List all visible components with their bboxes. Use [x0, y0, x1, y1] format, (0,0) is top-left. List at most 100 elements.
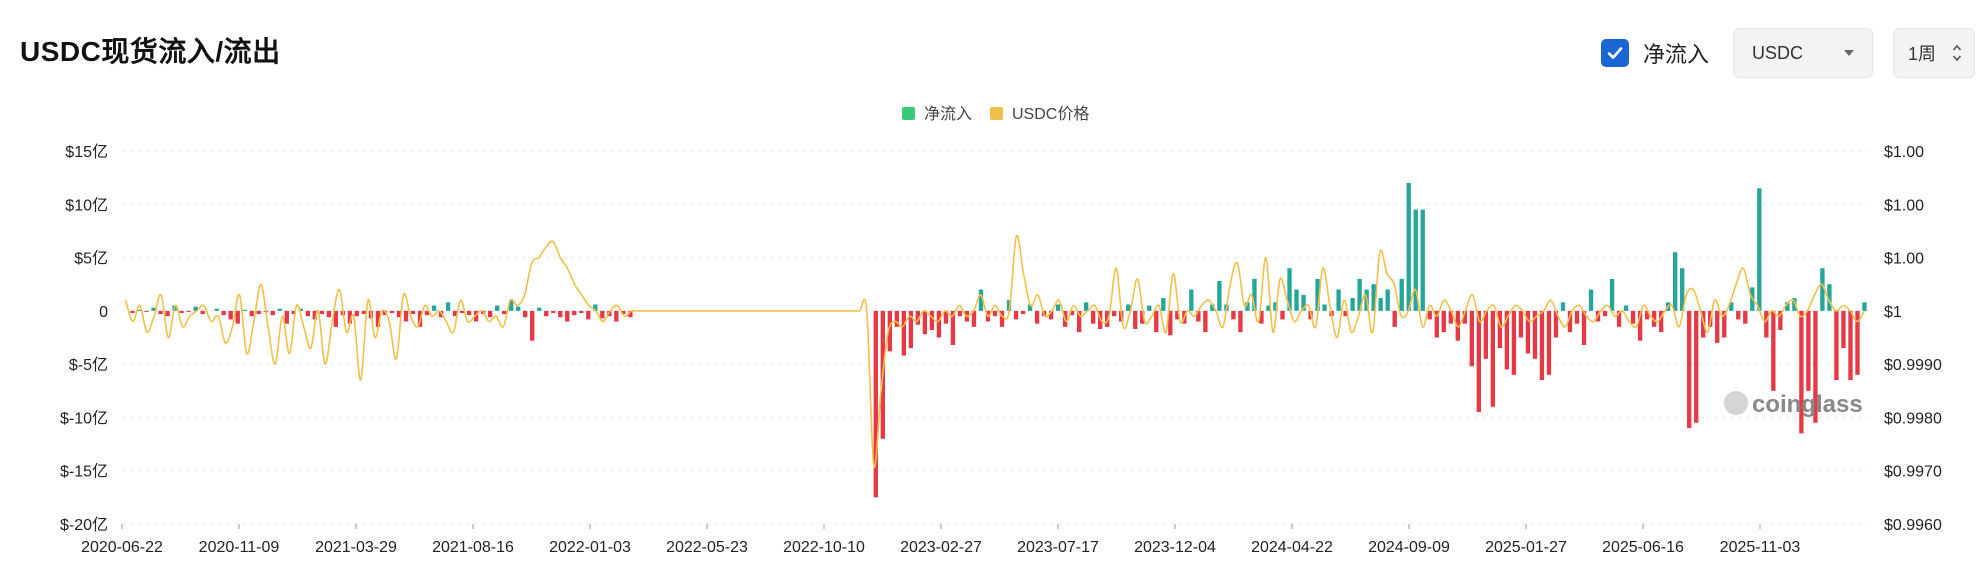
coinglass-logo-icon — [1724, 391, 1748, 415]
x-tick-label: 2024-04-22 — [1251, 539, 1333, 556]
bar — [1743, 310, 1748, 324]
bar — [214, 308, 219, 311]
bar — [1462, 310, 1467, 324]
bar — [1006, 300, 1012, 311]
bar — [593, 304, 598, 311]
legend-swatch-0 — [902, 107, 915, 120]
bar — [887, 310, 892, 352]
bar — [354, 310, 360, 317]
bar — [537, 307, 542, 311]
net-inflow-checkbox[interactable] — [1600, 39, 1629, 67]
bar — [1140, 310, 1145, 324]
bar — [1413, 209, 1418, 311]
bar — [978, 289, 984, 311]
asset-select[interactable]: USDC — [1733, 28, 1873, 78]
bar — [1273, 302, 1278, 311]
bar — [277, 308, 282, 311]
bar — [579, 310, 584, 313]
watermark-text: coinglass — [1752, 391, 1863, 418]
net-inflow-checkbox-label[interactable]: 净流入 — [1642, 42, 1709, 67]
legend-label-0: 净流入 — [924, 105, 972, 123]
y-left-tick-label: 0 — [99, 304, 108, 321]
bar — [1189, 289, 1194, 311]
y-right-tick-label: $0.9980 — [1884, 410, 1942, 427]
bar — [1736, 310, 1741, 320]
bar — [1497, 310, 1503, 349]
bar — [1855, 310, 1860, 375]
bar — [452, 310, 458, 317]
bar — [1448, 310, 1453, 324]
bar — [894, 310, 900, 327]
bar — [1827, 284, 1832, 311]
bar — [1322, 304, 1327, 311]
right-y-axis: $1.00 $1.00 $1.00 $1 $0.9990 $0.9980 $0.9970 $0… — [1884, 144, 1942, 534]
bar — [1350, 298, 1355, 311]
bar — [1210, 304, 1215, 311]
bar — [1806, 310, 1811, 391]
interval-select[interactable]: 1周 — [1893, 28, 1975, 78]
bar — [1687, 310, 1692, 429]
bar — [1287, 268, 1292, 311]
bar — [1420, 209, 1425, 311]
bar — [333, 310, 339, 327]
bar — [1175, 310, 1180, 320]
bar — [530, 310, 535, 341]
bar — [922, 310, 928, 335]
bar — [1069, 310, 1075, 316]
bar — [1048, 310, 1054, 320]
bar — [1715, 310, 1720, 343]
bar — [1266, 305, 1271, 311]
bar — [298, 308, 303, 311]
bar — [1778, 310, 1783, 331]
bar — [1764, 310, 1769, 338]
bar — [305, 310, 310, 317]
y-right-tick-label: $0.9970 — [1884, 464, 1942, 481]
bar — [1820, 268, 1825, 311]
bar — [936, 310, 942, 338]
bar — [1357, 278, 1362, 311]
bar — [873, 310, 878, 498]
up-down-chevron-icon — [1952, 44, 1962, 62]
bar — [319, 310, 325, 315]
bar — [312, 310, 318, 320]
bar — [1252, 278, 1257, 311]
bar — [1651, 310, 1657, 327]
bar — [1133, 310, 1138, 329]
bar — [565, 310, 570, 322]
bar — [1083, 302, 1089, 311]
bar — [1722, 310, 1727, 338]
bar — [1637, 310, 1643, 341]
y-left-tick-label: $10亿 — [65, 196, 108, 214]
bar — [1694, 310, 1699, 423]
x-tick-label: 2022-10-10 — [783, 539, 865, 556]
bar — [586, 310, 591, 320]
bar — [361, 310, 367, 315]
bar — [1525, 310, 1531, 354]
bar — [165, 310, 170, 317]
bar — [158, 310, 163, 315]
bar — [487, 310, 493, 318]
bar — [1511, 310, 1517, 375]
chart-legend: 净流入 USDC价格 — [902, 105, 1089, 123]
bar — [1799, 310, 1804, 434]
bar — [1553, 310, 1559, 338]
bar — [256, 310, 261, 315]
bar — [151, 307, 156, 311]
bar — [1574, 310, 1580, 324]
watermark-logo-shape — [1724, 391, 1748, 415]
bar — [1588, 289, 1594, 311]
bar — [551, 310, 556, 313]
price-line — [124, 234, 1866, 468]
bar — [473, 310, 479, 322]
y-left-tick-label: $5亿 — [74, 250, 108, 268]
bar — [950, 310, 956, 345]
bar — [1532, 310, 1538, 359]
y-right-tick-label: $1.00 — [1884, 197, 1924, 214]
bar — [1441, 310, 1446, 333]
bar — [1245, 302, 1250, 311]
bar — [284, 310, 289, 324]
bar — [1623, 305, 1629, 311]
bar — [431, 305, 437, 311]
bar — [375, 310, 381, 327]
bar — [1126, 304, 1131, 311]
